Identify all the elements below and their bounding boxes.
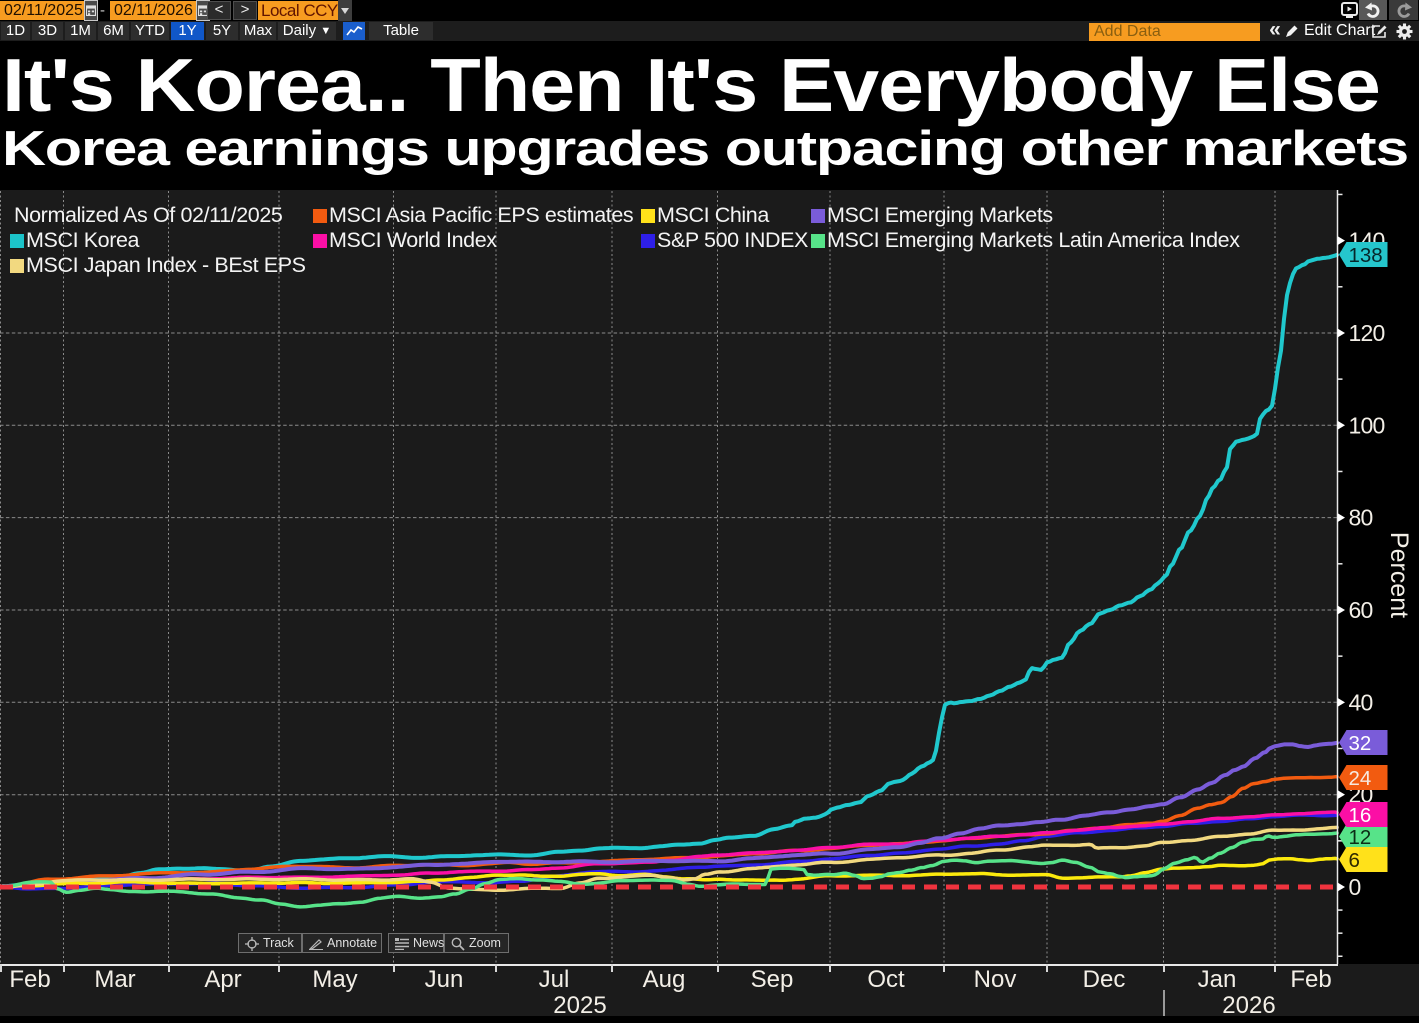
svg-text:138: 138 [1349,244,1383,267]
svg-text:16: 16 [1349,804,1372,827]
svg-text:12: 12 [1349,826,1372,849]
svg-text:100: 100 [1349,412,1385,438]
svg-text:32: 32 [1349,732,1372,755]
svg-text:120: 120 [1349,320,1385,346]
svg-text:60: 60 [1349,597,1373,623]
svg-text:0: 0 [1349,874,1361,900]
svg-text:40: 40 [1349,689,1373,715]
svg-text:Percent: Percent [1385,532,1413,618]
svg-text:6: 6 [1349,849,1360,872]
svg-text:80: 80 [1349,505,1373,531]
svg-text:24: 24 [1349,767,1372,790]
